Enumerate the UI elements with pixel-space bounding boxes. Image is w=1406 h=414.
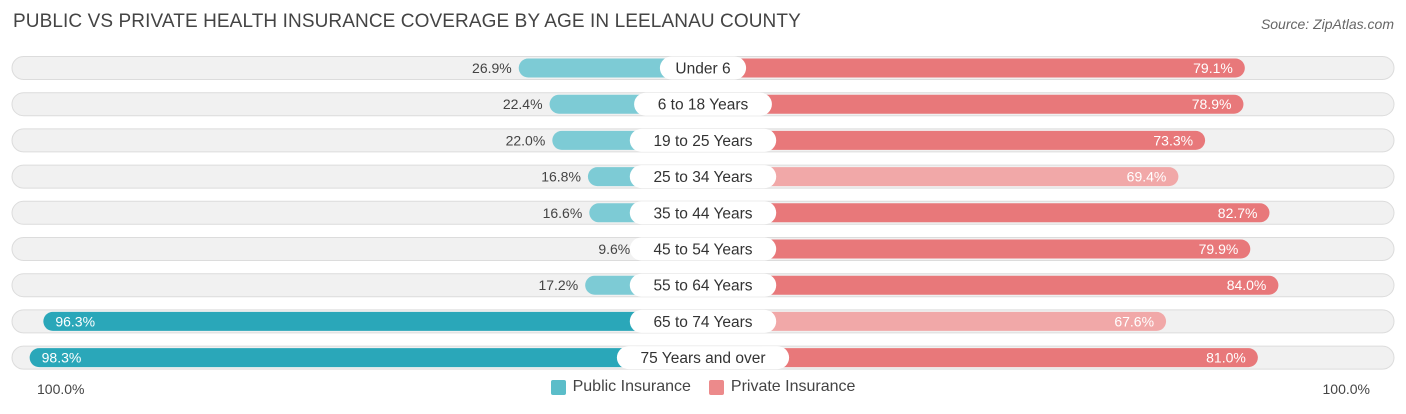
category-pill (629, 201, 777, 225)
category-label: 35 to 44 Years (653, 205, 752, 222)
category-label: 55 to 64 Years (653, 278, 752, 295)
category-pill (629, 128, 777, 152)
value-label-private: 79.9% (1199, 241, 1239, 257)
bar-private (703, 275, 1279, 295)
value-label-private: 67.6% (1114, 313, 1154, 329)
value-label-private: 78.9% (1192, 96, 1232, 112)
value-label-public: 96.3% (55, 313, 95, 329)
category-pill (629, 273, 777, 297)
value-label-private: 81.0% (1206, 350, 1246, 366)
bar-private (703, 94, 1244, 114)
value-label-private: 73.3% (1153, 132, 1193, 148)
value-label-private: 79.1% (1193, 60, 1233, 76)
category-pill (659, 56, 747, 80)
bar-public (43, 311, 704, 331)
category-label: 25 to 34 Years (653, 169, 752, 186)
bar-public (518, 58, 703, 78)
category-pill (629, 309, 777, 333)
category-pill (629, 165, 777, 189)
value-label-public: 98.3% (42, 350, 82, 366)
value-label-public: 17.2% (538, 277, 578, 293)
value-label-public: 22.4% (503, 96, 543, 112)
chart-title: PUBLIC VS PRIVATE HEALTH INSURANCE COVER… (13, 11, 801, 32)
source-label: Source: ZipAtlas.com (1260, 16, 1394, 32)
legend-item-public: Public Insurance (550, 378, 691, 396)
axis-right-label: 100.0% (1322, 381, 1370, 397)
value-label-public: 9.6% (598, 241, 630, 257)
bar-private (703, 167, 1179, 187)
category-label: 19 to 25 Years (653, 133, 752, 150)
bar-private (703, 239, 1251, 259)
value-label-public: 16.6% (543, 205, 583, 221)
category-pill (629, 237, 777, 261)
legend: Public Insurance Private Insurance (0, 378, 1406, 396)
legend-item-private: Private Insurance (708, 378, 856, 396)
bar-private (703, 58, 1245, 78)
axis-left-label: 100.0% (37, 381, 85, 397)
legend-label-private: Private Insurance (730, 378, 856, 395)
value-label-private: 84.0% (1227, 277, 1267, 293)
category-pill (634, 92, 772, 116)
bar-private (703, 203, 1270, 223)
value-label-public: 22.0% (506, 132, 546, 148)
value-label-private: 69.4% (1127, 169, 1167, 185)
bar-public (29, 348, 703, 368)
category-label: 45 to 54 Years (653, 242, 752, 259)
category-label: 75 Years and over (641, 350, 766, 367)
legend-label-public: Public Insurance (572, 378, 691, 395)
category-label: 65 to 74 Years (653, 314, 752, 331)
category-label: 6 to 18 Years (658, 97, 749, 114)
bar-private (703, 311, 1167, 331)
category-pill (616, 346, 790, 370)
legend-swatch-private (708, 379, 724, 395)
category-label: Under 6 (675, 61, 730, 78)
bar-private (703, 348, 1258, 368)
value-label-public: 26.9% (472, 60, 512, 76)
bar-private (703, 130, 1206, 150)
legend-swatch-public (550, 379, 566, 395)
value-label-private: 82.7% (1218, 205, 1258, 221)
value-label-public: 16.8% (541, 169, 581, 185)
